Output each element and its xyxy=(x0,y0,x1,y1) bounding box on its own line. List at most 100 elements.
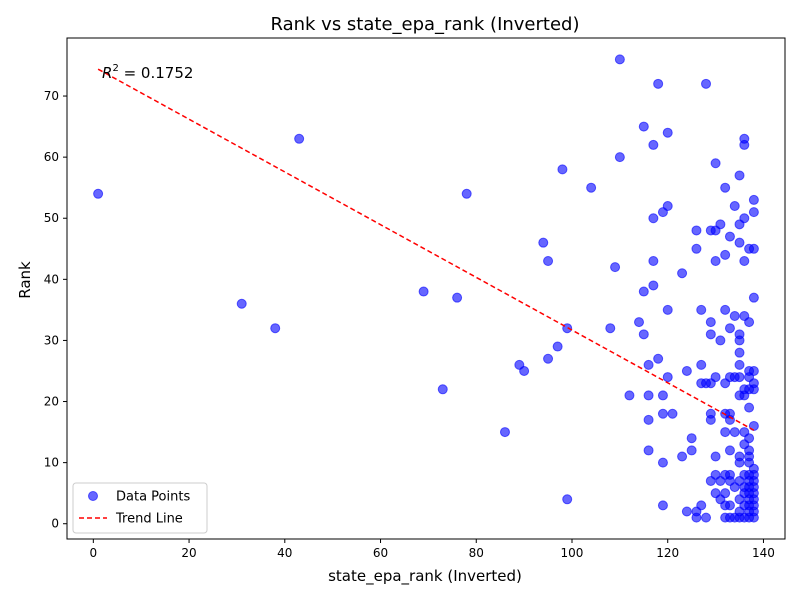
y-axis: 0 10 20 30 40 50 60 70 xyxy=(44,89,67,531)
scatter-point xyxy=(720,249,731,260)
scatter-point xyxy=(744,433,755,444)
scatter-point xyxy=(624,390,635,401)
r2-exp: 2 xyxy=(112,63,118,74)
scatter-point xyxy=(677,451,688,462)
scatter-point xyxy=(657,408,668,419)
scatter-point xyxy=(657,457,668,468)
scatter-point xyxy=(657,390,668,401)
scatter-point xyxy=(634,317,645,328)
scatter-point xyxy=(418,286,429,297)
x-tick-label: 140 xyxy=(752,546,775,560)
y-tick-label: 20 xyxy=(44,395,59,409)
scatter-point xyxy=(734,372,745,383)
scatter-point xyxy=(499,427,510,438)
scatter-point xyxy=(720,182,731,193)
y-tick-label: 50 xyxy=(44,211,59,225)
scatter-point xyxy=(638,121,649,132)
scatter-point xyxy=(744,317,755,328)
scatter-point xyxy=(437,384,448,395)
scatter-point xyxy=(748,243,759,254)
scatter-point xyxy=(724,323,735,334)
scatter-point xyxy=(610,262,621,273)
scatter-point xyxy=(662,372,673,383)
scatter-point xyxy=(724,500,735,511)
scatter-point xyxy=(734,237,745,248)
scatter-point xyxy=(681,506,692,517)
scatter-point xyxy=(724,445,735,456)
legend-box xyxy=(72,482,208,534)
scatter-point xyxy=(705,329,716,340)
scatter-point xyxy=(729,427,740,438)
scatter-point xyxy=(748,292,759,303)
scatter-point xyxy=(710,451,721,462)
scatter-point xyxy=(701,512,712,523)
scatter-point xyxy=(710,256,721,267)
legend-label-data-points: Data Points xyxy=(116,490,190,505)
x-tick-label: 100 xyxy=(561,546,584,560)
scatter-point xyxy=(662,201,673,212)
scatter-point xyxy=(461,188,472,199)
x-tick-label: 20 xyxy=(181,546,196,560)
scatter-point xyxy=(643,414,654,425)
scatter-point xyxy=(734,359,745,370)
scatter-point xyxy=(691,243,702,254)
x-tick-label: 60 xyxy=(373,546,388,560)
scatter-point xyxy=(720,304,731,315)
scatter-point xyxy=(653,78,664,89)
scatter-point xyxy=(748,207,759,218)
scatter-point xyxy=(270,323,281,334)
scatter-point xyxy=(643,390,654,401)
scatter-point xyxy=(648,256,659,267)
scatter-point xyxy=(643,445,654,456)
x-axis: 0 20 40 60 80 100 120 140 xyxy=(90,539,775,560)
legend-label-trend-line: Trend Line xyxy=(115,512,183,527)
scatter-point xyxy=(586,182,597,193)
scatter-point xyxy=(638,286,649,297)
scatter-point xyxy=(605,323,616,334)
x-tick-label: 0 xyxy=(90,546,98,560)
scatter-point xyxy=(657,500,668,511)
scatter-point xyxy=(691,512,702,523)
scatter-point xyxy=(710,158,721,169)
legend: Data Points Trend Line xyxy=(72,482,208,534)
scatter-point xyxy=(686,445,697,456)
scatter-point xyxy=(696,500,707,511)
scatter-point xyxy=(648,280,659,291)
scatter-point xyxy=(552,341,563,352)
scatter-point xyxy=(734,170,745,181)
trend-line xyxy=(97,68,755,431)
x-tick-label: 120 xyxy=(656,546,679,560)
scatter-point xyxy=(715,335,726,346)
scatter-point xyxy=(648,213,659,224)
y-tick-label: 40 xyxy=(44,272,59,286)
scatter-point xyxy=(720,427,731,438)
x-axis-label: state_epa_rank (Inverted) xyxy=(328,567,522,586)
y-tick-label: 10 xyxy=(44,456,59,470)
scatter-point xyxy=(705,414,716,425)
y-tick-label: 30 xyxy=(44,333,59,347)
scatter-point xyxy=(294,133,305,144)
scatter-point xyxy=(720,488,731,499)
scatter-point xyxy=(724,231,735,242)
scatter-point xyxy=(648,139,659,150)
x-tick-label: 80 xyxy=(469,546,484,560)
scatter-point xyxy=(662,304,673,315)
y-tick-label: 70 xyxy=(44,89,59,103)
scatter-point xyxy=(543,256,554,267)
scatter-point xyxy=(681,365,692,376)
scatter-point xyxy=(734,335,745,346)
scatter-point xyxy=(715,219,726,230)
scatter-point xyxy=(643,359,654,370)
scatter-point xyxy=(696,359,707,370)
scatter-point xyxy=(662,127,673,138)
scatter-point xyxy=(729,201,740,212)
scatter-point xyxy=(748,365,759,376)
scatter-point xyxy=(734,457,745,468)
scatter-point xyxy=(710,372,721,383)
scatter-point xyxy=(729,310,740,321)
scatter-point xyxy=(653,353,664,364)
scatter-point xyxy=(744,402,755,413)
scatter-point xyxy=(705,317,716,328)
x-tick-label: 40 xyxy=(277,546,292,560)
scatter-point xyxy=(452,292,463,303)
